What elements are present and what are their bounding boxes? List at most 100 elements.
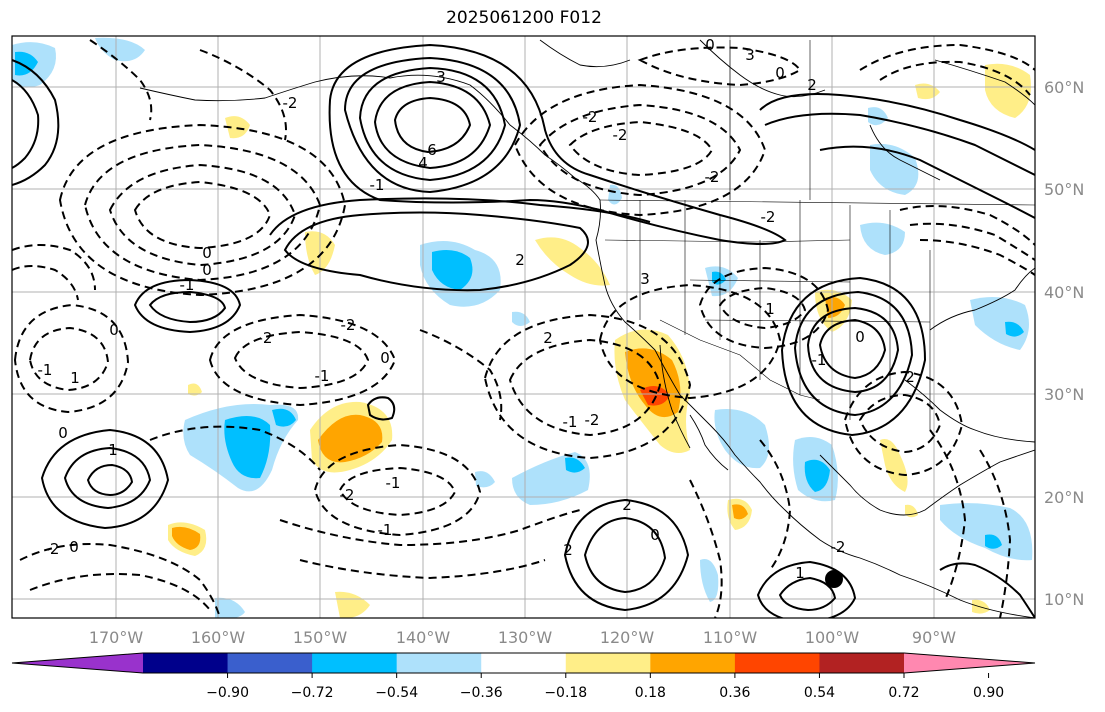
- contour-label: -1: [812, 351, 827, 369]
- colorbar-extend-min: [12, 653, 143, 673]
- neg-shade: [940, 503, 1033, 561]
- neg-shade: [608, 184, 622, 205]
- contour-label: -1: [386, 474, 401, 492]
- contour-line: [819, 145, 1035, 219]
- contour-label: -2: [583, 108, 598, 126]
- contour-line: [759, 439, 792, 571]
- longitude-label: 90°W: [912, 628, 956, 647]
- contour-line: [778, 576, 837, 612]
- contour-line: [513, 83, 767, 217]
- coastlines: [139, 39, 1035, 618]
- contour-line: [40, 428, 170, 530]
- contour-label: -2: [705, 168, 720, 186]
- contour-line: [13, 303, 130, 414]
- contour-label: 0: [650, 526, 660, 544]
- contour-line: [508, 338, 662, 437]
- neg-shade: [432, 250, 473, 290]
- contour-line: [313, 443, 482, 537]
- contour-labels: 3642-2-2-2-2-10-1001-1-2-1-2-2-1012-2-10…: [38, 36, 915, 582]
- coastline: [869, 124, 941, 181]
- contour-line: [483, 313, 692, 460]
- contour-label: -2: [341, 316, 356, 334]
- neg-shade: [1005, 321, 1024, 337]
- pos-shade: [972, 599, 990, 614]
- contour-label: 3: [745, 46, 755, 64]
- neg-shade: [714, 409, 769, 469]
- coastline: [934, 59, 1035, 106]
- contour-line: [338, 466, 457, 517]
- contour-line: [637, 46, 802, 87]
- coastline: [659, 344, 691, 449]
- contour-label: 0: [202, 244, 212, 262]
- neg-shade: [95, 37, 145, 62]
- contour-label: -2: [258, 329, 273, 347]
- neg-shade: [870, 143, 919, 195]
- longitude-label: 120°W: [600, 628, 655, 647]
- colorbar-tick-label: 0.18: [635, 685, 666, 701]
- contour-label: -1: [378, 521, 393, 539]
- contour-label: -2: [761, 208, 776, 226]
- contour-label: 0: [69, 538, 79, 556]
- contour-label: 1: [70, 369, 80, 387]
- longitude-label: 150°W: [293, 628, 348, 647]
- coastline: [904, 379, 1035, 443]
- contour-line: [598, 283, 782, 400]
- colorbar-tick-label: 0.54: [804, 685, 835, 701]
- contour-label: 2: [515, 251, 525, 269]
- contour-label: -1: [563, 413, 578, 431]
- longitude-label: 130°W: [498, 628, 553, 647]
- border: [659, 319, 821, 401]
- map-frame: [11, 35, 1036, 619]
- contour-label: -2: [45, 540, 60, 558]
- longitude-label: 170°W: [89, 628, 144, 647]
- contour-line: [12, 79, 40, 169]
- contour-label: -2: [831, 538, 846, 556]
- contour-line: [269, 197, 651, 236]
- colorbar-outline: [11, 652, 1036, 674]
- pos-shade: [188, 383, 202, 396]
- contour-label: 0: [855, 328, 865, 346]
- colorbar-segment: [143, 653, 229, 673]
- contour-line: [208, 313, 397, 407]
- contour-label: 3: [640, 270, 650, 288]
- coastline: [689, 414, 729, 471]
- colorbar-segment: [227, 653, 313, 673]
- contour-line: [583, 516, 667, 594]
- contour-label: -1: [315, 367, 330, 385]
- contour-label: 4: [418, 154, 428, 172]
- contour-line: [29, 573, 211, 611]
- contour-label: 0: [775, 64, 785, 82]
- coastline: [819, 449, 1035, 516]
- contour-line: [358, 66, 507, 182]
- contour-line: [393, 96, 472, 154]
- pos-shade: [335, 591, 370, 618]
- map-title: 2025061200 F012: [446, 8, 602, 28]
- contour-line: [764, 112, 1035, 176]
- contour-line: [859, 43, 1035, 71]
- colorbar-tick-label: 0.72: [888, 685, 919, 701]
- contour-label: -2: [283, 94, 298, 112]
- contour-label: -2: [613, 126, 628, 144]
- contour-line: [28, 326, 110, 392]
- colorbar-segment: [481, 653, 567, 673]
- contour-line: [63, 446, 152, 510]
- contour-line: [328, 43, 787, 245]
- latitude-label: 30°N: [1044, 385, 1084, 404]
- contour-line: [283, 211, 589, 292]
- latitude-labels: 60°N 50°N 40°N 30°N 20°N 10°N: [1044, 78, 1084, 609]
- contour-line: [780, 276, 927, 437]
- contour-line: [86, 463, 134, 497]
- colorbar-tick-label: −0.54: [375, 685, 418, 701]
- neg-shade: [860, 222, 905, 255]
- contour-label: 2: [905, 368, 915, 386]
- colorbar-segment: [312, 653, 398, 673]
- contour-line: [108, 163, 297, 267]
- contour-line: [12, 59, 60, 186]
- colorbar-tick-label: −0.36: [460, 685, 503, 701]
- contour-line: [299, 559, 546, 580]
- contour-line: [919, 239, 1035, 276]
- colorbar-segment: [650, 653, 736, 673]
- contour-label: 1: [108, 441, 118, 459]
- contour-line: [806, 306, 900, 394]
